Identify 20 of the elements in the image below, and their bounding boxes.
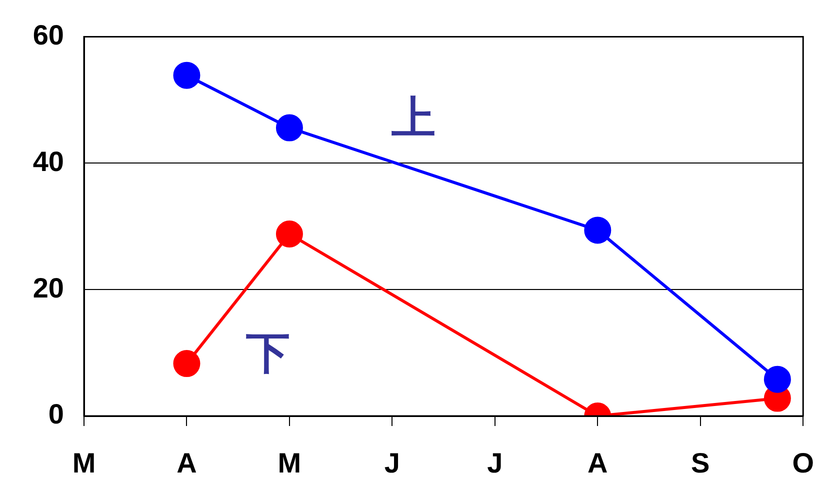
- point: [276, 114, 303, 142]
- series-label: 上: [392, 92, 436, 144]
- x-tick-label: J: [487, 448, 503, 479]
- x-tick-label: M: [278, 448, 302, 479]
- y-tick-label: 60: [32, 20, 64, 51]
- point: [173, 350, 200, 378]
- x-tick-label: A: [176, 448, 197, 479]
- series-label: 下: [246, 328, 290, 380]
- point: [584, 216, 612, 244]
- y-tick-label: 0: [48, 398, 64, 430]
- y-tick-label: 40: [32, 146, 64, 177]
- x-tick-label: J: [384, 448, 400, 479]
- x-tick-label: O: [792, 448, 814, 479]
- point: [173, 62, 200, 89]
- point: [764, 366, 791, 393]
- y-tick-label: 20: [32, 272, 64, 304]
- x-tick-label: M: [72, 448, 96, 479]
- x-tick-label: S: [691, 448, 710, 479]
- x-tick-label: A: [588, 448, 608, 479]
- point: [276, 220, 303, 248]
